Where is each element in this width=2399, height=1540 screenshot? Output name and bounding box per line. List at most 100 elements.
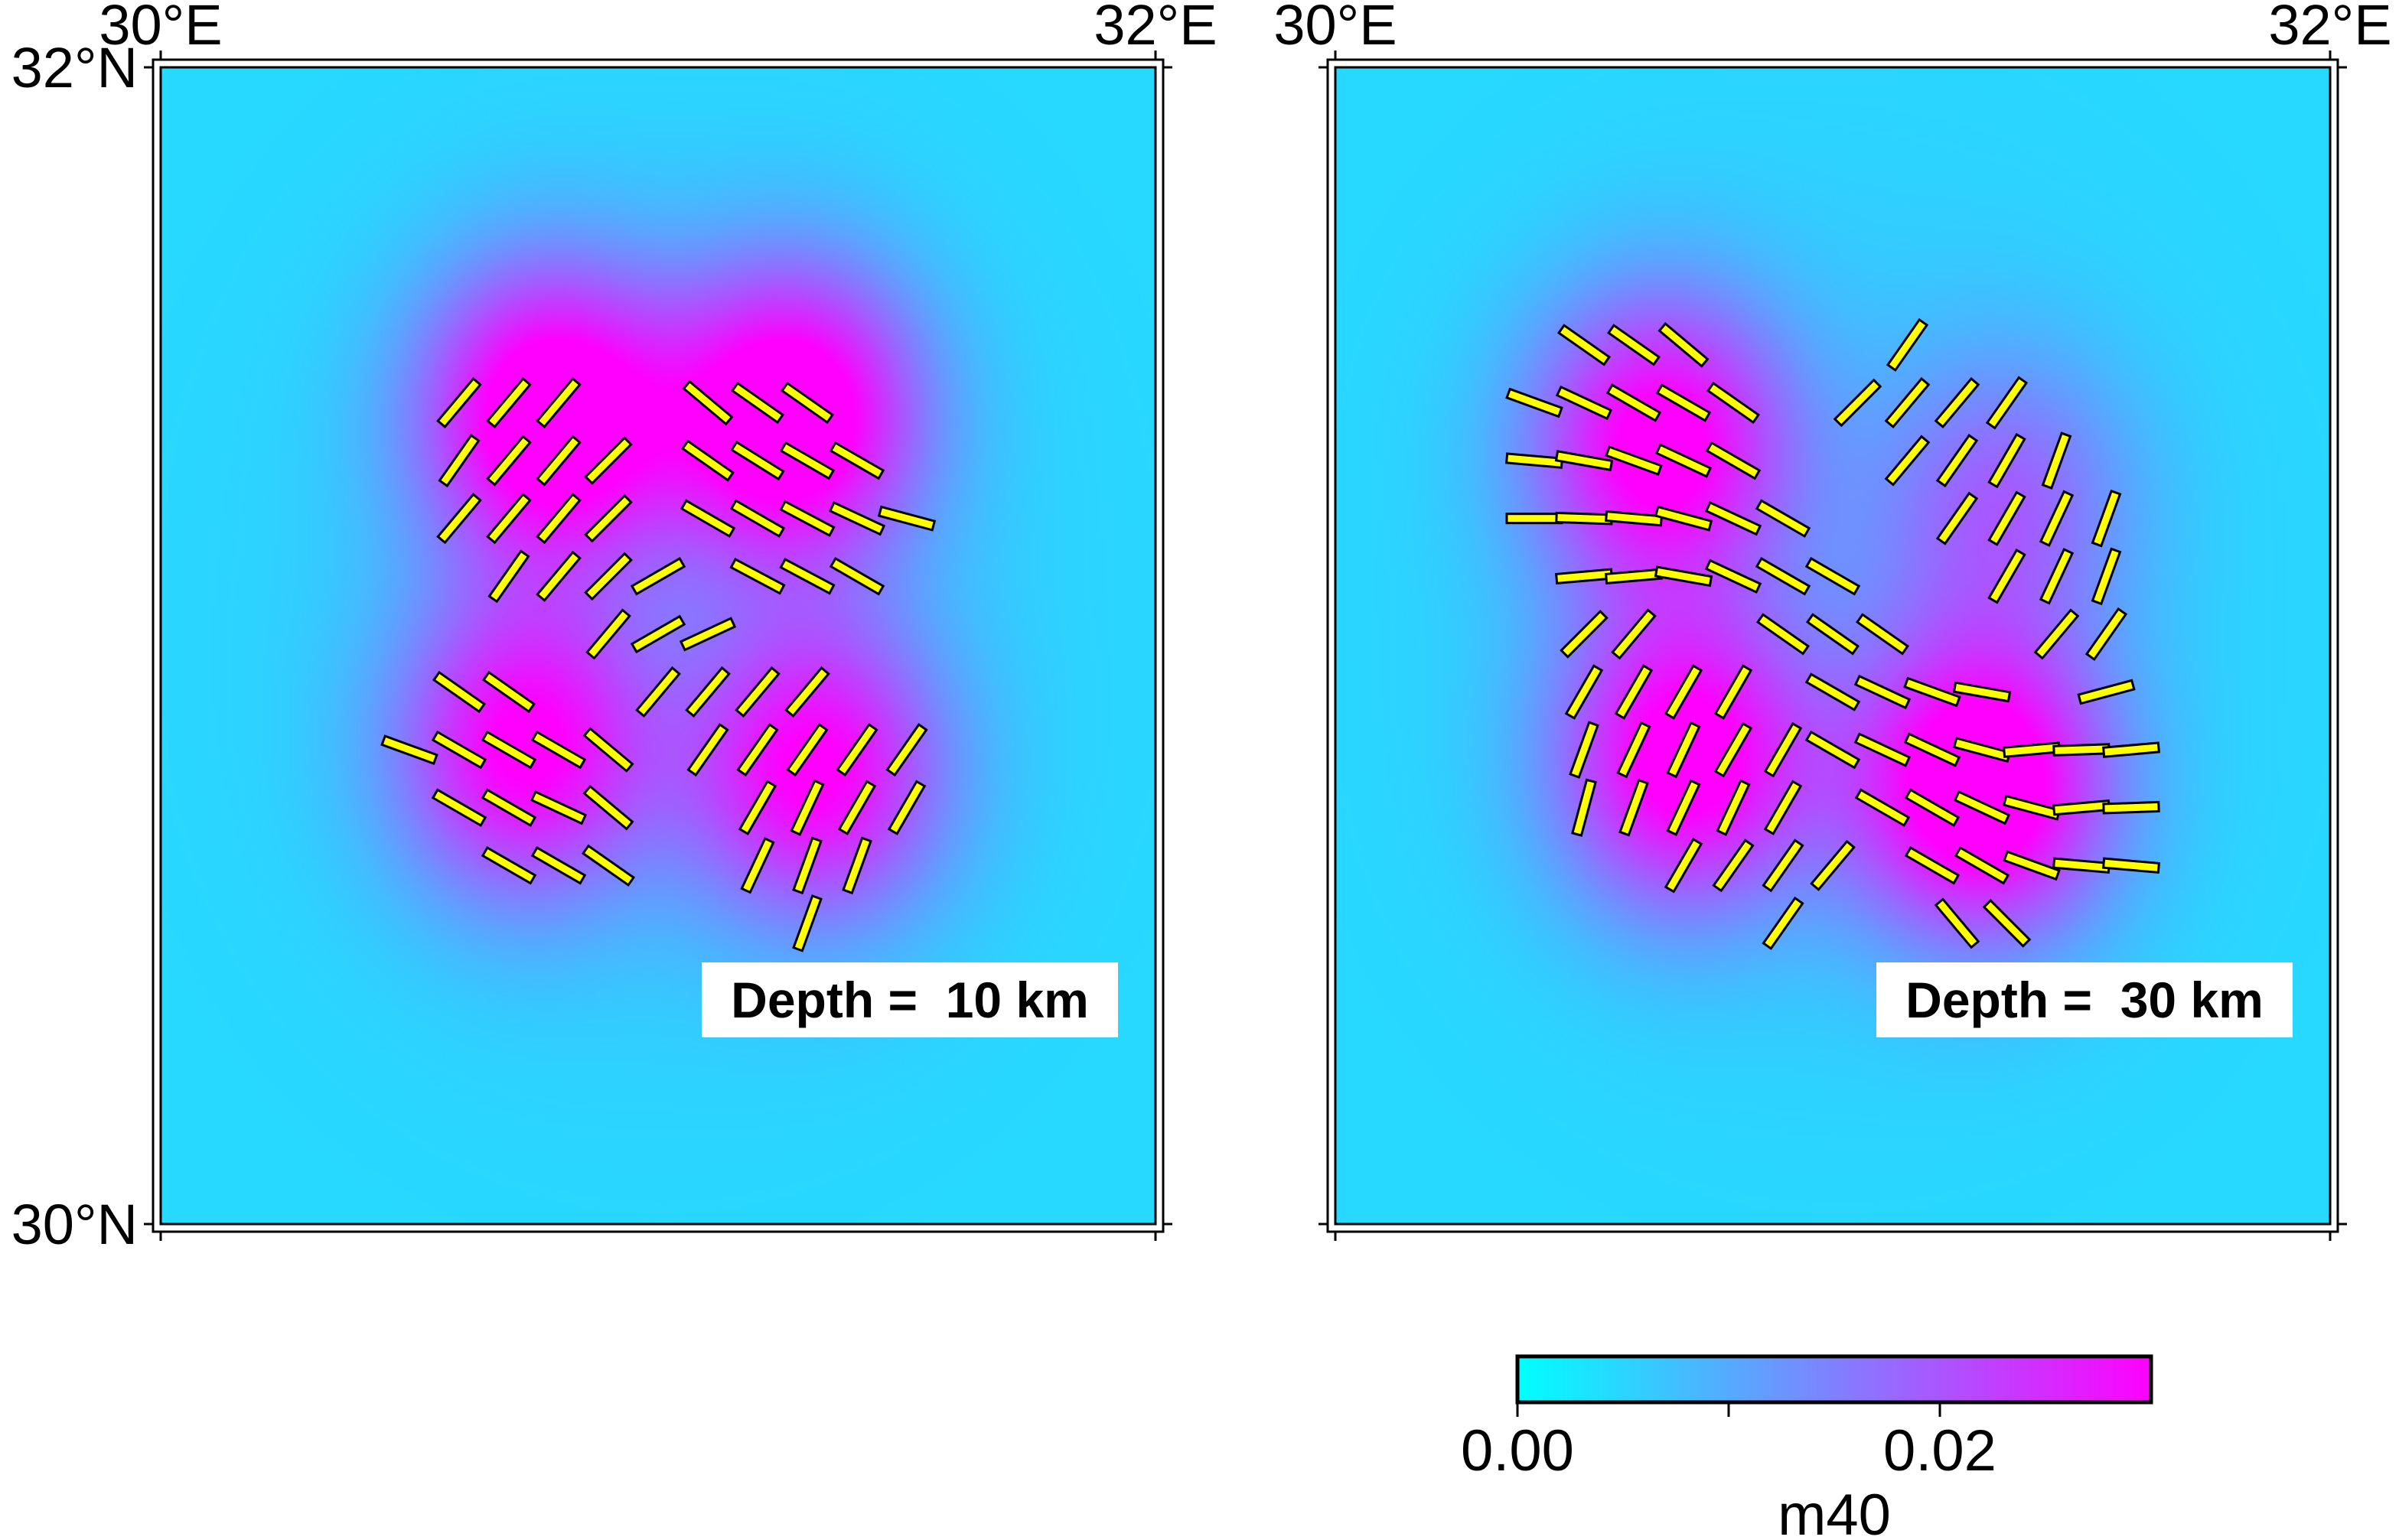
- anisotropy-stick: [1987, 432, 2026, 489]
- anisotropy-stick: [1556, 324, 1612, 366]
- anisotropy-stick: [1982, 899, 2032, 948]
- anisotropy-stick: [438, 434, 481, 488]
- anisotropy-stick: [790, 779, 825, 836]
- anisotropy-stick: [584, 436, 633, 485]
- anisotropy-stick: [380, 734, 438, 765]
- map-panel-depth-10km: 30°E 32°E 32°N 30°N Depth = 10 km: [11, 0, 1217, 1256]
- anisotropy-stick: [1554, 450, 1614, 471]
- anisotropy-stick: [729, 558, 786, 595]
- anisotropy-stick: [792, 894, 823, 952]
- anisotropy-stick: [530, 730, 587, 770]
- anisotropy-stick: [2039, 490, 2075, 547]
- anisotropy-stick: [486, 493, 532, 545]
- anisotropy-stick: [635, 666, 681, 718]
- anisotropy-stick: [1571, 778, 1597, 837]
- anisotropy-stick: [1664, 664, 1703, 720]
- anisotropy-stick: [1985, 376, 2029, 430]
- anisotropy-stick: [1605, 383, 1662, 422]
- anisotropy-stick: [1805, 613, 1860, 656]
- anisotropy-stick: [829, 557, 885, 596]
- anisotropy-stick: [1706, 381, 1761, 425]
- anisotropy-stick: [1605, 445, 1663, 476]
- anisotropy-stick: [736, 723, 779, 777]
- anisotropy-stick: [1855, 613, 1910, 656]
- anisotropy-stick: [1954, 846, 2010, 885]
- anisotropy-stick: [1664, 838, 1703, 894]
- anisotropy-stick: [828, 501, 886, 536]
- lat-label-south: 30°N: [11, 1193, 138, 1256]
- anisotropy-stick: [1505, 513, 1563, 525]
- anisotropy-stick: [1762, 838, 1804, 893]
- anisotropy-stick: [486, 376, 532, 429]
- anisotropy-stick: [2084, 607, 2128, 661]
- anisotropy-stick: [436, 493, 482, 545]
- anisotropy-stick: [1853, 674, 1912, 710]
- anisotropy-stick: [1755, 613, 1811, 656]
- anisotropy-stick: [1987, 490, 2026, 546]
- anisotropy-stick: [481, 846, 537, 885]
- anisotropy-stick: [487, 549, 530, 604]
- anisotropy-stick: [1810, 839, 1856, 891]
- anisotropy-stick: [1804, 730, 1861, 770]
- anisotropy-stick: [536, 493, 582, 545]
- anisotropy-stick: [481, 788, 537, 827]
- anisotropy-stick: [2091, 547, 2122, 606]
- anisotropy-stick: [1762, 896, 1804, 950]
- anisotropy-stick: [686, 723, 729, 777]
- stick-layer: [380, 376, 937, 952]
- anisotropy-stick: [885, 723, 928, 777]
- anisotropy-stick: [1655, 383, 1712, 422]
- anisotropy-stick: [2039, 548, 2075, 605]
- anisotropy-stick: [1604, 510, 1664, 527]
- anisotropy-stick: [1804, 672, 1861, 711]
- depth-label-box: [1876, 962, 2293, 1037]
- anisotropy-stick: [1884, 376, 1931, 429]
- anisotropy-stick: [1763, 780, 1803, 835]
- anisotropy-stick: [630, 557, 686, 596]
- anisotropy-stick: [2077, 679, 2136, 705]
- anisotropy-stick: [2041, 431, 2072, 490]
- colorbar-gradient: [1515, 1354, 2153, 1405]
- anisotropy-stick: [738, 780, 777, 835]
- anisotropy-stick: [1555, 385, 1613, 421]
- anisotropy-stick: [1569, 721, 1599, 779]
- anisotropy-stick: [829, 441, 885, 480]
- anisotropy-stick: [1713, 721, 1753, 778]
- anisotropy-stick: [1904, 788, 1961, 827]
- anisotropy-stick: [1716, 779, 1751, 836]
- anisotropy-stick: [779, 441, 836, 480]
- anisotropy-stick: [486, 435, 532, 487]
- anisotropy-stick: [735, 666, 781, 718]
- anisotropy-stick: [836, 723, 878, 777]
- anisotropy-stick: [481, 730, 537, 770]
- anisotropy-stick: [1987, 549, 2026, 604]
- colorbar: 0.00 0.02 m40: [1461, 1354, 2153, 1540]
- anisotropy-stick: [679, 617, 737, 652]
- anisotropy-stick: [730, 381, 785, 425]
- anisotropy-stick: [581, 844, 636, 887]
- lat-label-north: 32°N: [11, 36, 138, 99]
- anisotropy-stick: [1953, 790, 2011, 825]
- anisotropy-stick: [1712, 838, 1755, 893]
- anisotropy-stick: [680, 439, 735, 482]
- anisotropy-stick: [1755, 557, 1811, 596]
- anisotropy-stick: [1934, 376, 1980, 429]
- anisotropy-stick: [536, 550, 582, 602]
- anisotropy-stick: [1606, 324, 1661, 366]
- anisotropy-stick: [432, 670, 487, 714]
- anisotropy-stick: [1560, 610, 1609, 659]
- anisotropy-stick: [1704, 558, 1762, 594]
- anisotropy-stick: [877, 505, 937, 532]
- anisotropy-stick: [1654, 505, 1713, 532]
- anisotropy-stick: [630, 614, 686, 654]
- anisotropy-stick: [784, 666, 830, 718]
- anisotropy-stick: [1657, 322, 1710, 368]
- anisotropy-stick: [1616, 721, 1651, 779]
- anisotropy-stick: [1666, 721, 1701, 779]
- anisotropy-stick: [2101, 857, 2161, 874]
- map-frame-inner: [159, 66, 1157, 1226]
- map-panel-depth-30km: 30°E 32°E Depth = 30 km: [1273, 0, 2392, 1241]
- anisotropy-stick: [431, 788, 487, 827]
- anisotropy-stick: [582, 784, 634, 831]
